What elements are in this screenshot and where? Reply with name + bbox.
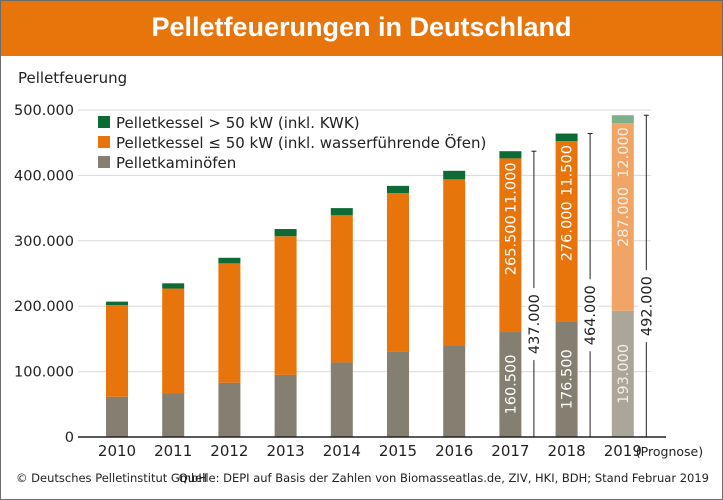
- bar-value-label: 160.500: [503, 355, 519, 415]
- bar-segment-2012-1: [218, 263, 241, 383]
- chart-title: Pelletfeuerungen in Deutschland: [1, 1, 722, 56]
- legend-entry: Pelletkessel ≤ 50 kW (inkl. wasserführen…: [116, 133, 486, 152]
- y-tick-label: 100.000: [14, 365, 74, 381]
- bar-segment-2018-0: [555, 321, 578, 437]
- legend-swatch-2: [98, 116, 110, 128]
- y-tick-label: 400.000: [14, 168, 74, 184]
- bar-segment-2018-2: [555, 133, 578, 142]
- bar-segment-2013-1: [274, 236, 297, 375]
- bar-segment-2014-1: [330, 215, 353, 363]
- forecast-note: (Prognose): [636, 444, 703, 459]
- legend-entry: Pelletkaminöfen: [116, 154, 236, 172]
- bar-segment-2018-1: [555, 141, 578, 322]
- bar-segment-2013-2: [274, 229, 297, 237]
- bar-segment-2015-0: [387, 351, 409, 437]
- bar-value-label: 265.500: [503, 215, 519, 275]
- bar-value-label: 11.500: [560, 145, 576, 196]
- bar-segment-2016-1: [443, 179, 466, 346]
- total-label-bg: [525, 288, 542, 361]
- x-tick-label: 2016: [435, 442, 473, 460]
- bar-segment-2011-2: [162, 283, 185, 289]
- y-tick-label: 0: [65, 430, 74, 446]
- legend-swatch-0: [98, 156, 110, 168]
- total-label-bg: [638, 270, 655, 343]
- bar-segment-2013-0: [274, 374, 297, 437]
- x-tick-label: 2011: [154, 442, 192, 460]
- bar-value-label: 287.000: [616, 187, 632, 247]
- bar-segment-2017-2: [499, 151, 522, 159]
- bar-segment-2012-2: [218, 257, 241, 264]
- y-axis-label: Pelletfeuerung: [18, 69, 127, 87]
- bar-segment-2014-2: [330, 208, 353, 216]
- total-label: 492.000: [639, 276, 655, 336]
- bar-segment-2011-1: [162, 288, 185, 394]
- bar-segment-2012-0: [218, 382, 241, 437]
- source-note: Quelle: DEPI auf Basis der Zahlen von Bi…: [179, 471, 709, 485]
- total-label-bg: [582, 279, 599, 352]
- bar-value-label: 193.000: [616, 344, 632, 404]
- bar-segment-2015-2: [387, 185, 409, 194]
- y-tick-label: 500.000: [14, 103, 74, 119]
- x-tick-label: 2017: [491, 442, 529, 460]
- bar-segment-2010-1: [106, 305, 128, 397]
- bar-segment-2010-2: [106, 301, 128, 306]
- bar-segment-2014-0: [330, 362, 353, 437]
- bar-segment-2019-0: [611, 310, 634, 437]
- bar-segment-2017-1: [499, 158, 522, 333]
- bar-segment-2019-2: [611, 115, 634, 124]
- total-label: 437.000: [527, 294, 543, 354]
- bar-segment-2011-0: [162, 393, 185, 437]
- bar-segment-2017-0: [499, 332, 522, 437]
- bar-value-label: 276.000: [560, 201, 576, 261]
- x-tick-label: 2018: [548, 442, 586, 460]
- x-tick-label: 2012: [210, 442, 248, 460]
- bar-segment-2015-1: [387, 193, 409, 352]
- x-tick-label: 2015: [379, 442, 417, 460]
- bar-segment-2016-0: [443, 345, 466, 437]
- bar-segment-2010-0: [106, 396, 128, 437]
- x-tick-label: 2014: [323, 442, 361, 460]
- legend-swatch-1: [98, 136, 110, 148]
- copyright-note: © Deutsches Pelletinstitut GmbH: [16, 471, 207, 485]
- bar-value-label: 176.500: [560, 349, 576, 409]
- bar-segment-2019-1: [611, 123, 634, 311]
- bar-segment-2016-2: [443, 170, 466, 180]
- y-tick-label: 300.000: [14, 234, 74, 250]
- x-tick-label: 2010: [98, 442, 136, 460]
- total-label: 464.000: [583, 285, 599, 345]
- x-tick-label: 2013: [267, 442, 305, 460]
- x-tick-label: 2019: [604, 442, 642, 460]
- bar-value-label: 11.000: [503, 162, 519, 213]
- legend-entry: Pelletkessel > 50 kW (inkl. KWK): [116, 114, 360, 132]
- y-tick-label: 200.000: [14, 299, 74, 315]
- bar-value-label: 12.000: [616, 127, 632, 178]
